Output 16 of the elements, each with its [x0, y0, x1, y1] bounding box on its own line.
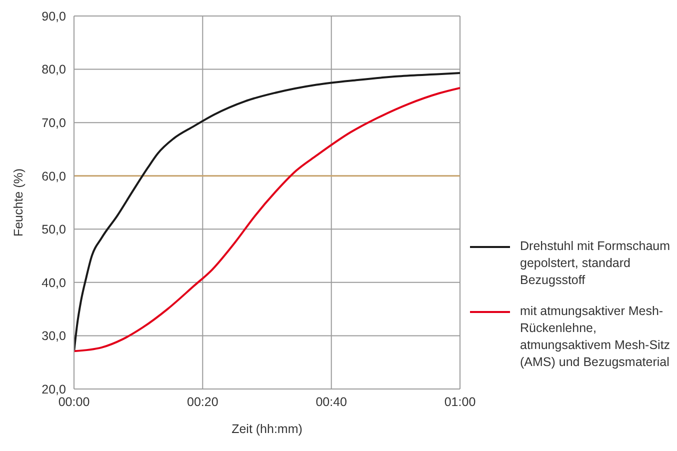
x-axis-title: Zeit (hh:mm) — [232, 422, 302, 436]
y-tick-label: 30,0 — [42, 329, 66, 344]
y-tick-label: 40,0 — [42, 276, 66, 290]
x-tick-label: 00:20 — [187, 394, 218, 409]
y-tick-label: 70,0 — [42, 116, 66, 130]
x-tick-label: 00:00 — [58, 394, 90, 409]
y-axis-title: Feuchte (%) — [11, 168, 26, 237]
legend-label: mit atmungsaktiver Mesh-Rückenlehne, atmungsaktivem Mesh-Sitz (AMS) und Bezugsmaterial — [520, 303, 672, 371]
y-tick-label: 90,0 — [42, 9, 66, 24]
y-tick-label: 80,0 — [42, 62, 66, 77]
y-tick-label: 50,0 — [42, 222, 66, 237]
legend-label: Drehstuhl mit Formschaum gepolstert, standard Bezugsstoff — [520, 238, 672, 289]
x-tick-label: 00:40 — [316, 394, 348, 409]
y-tick-label: 60,0 — [42, 169, 66, 184]
x-tick-label: 01:00 — [444, 394, 476, 409]
y-tick-label: 20,0 — [42, 382, 66, 396]
